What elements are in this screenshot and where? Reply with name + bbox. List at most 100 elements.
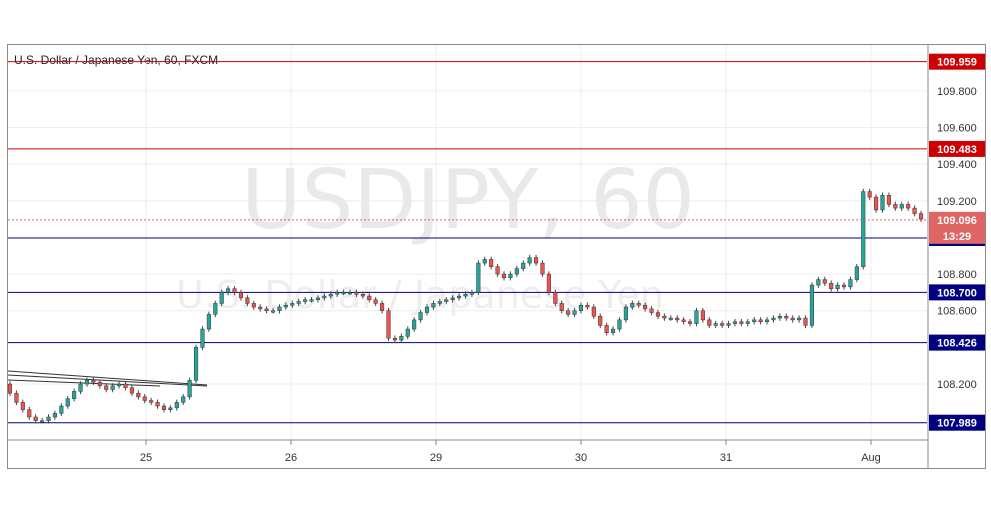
candle-body	[123, 383, 128, 388]
candle-body	[585, 304, 590, 308]
candle-body	[232, 288, 237, 293]
candle-body	[732, 321, 738, 324]
trend-lines	[7, 370, 208, 387]
candle-layer	[7, 188, 924, 424]
candle-body	[553, 292, 558, 304]
watermark-name: U.S. Dollar / Japanese Yen	[176, 273, 664, 317]
candle-body	[84, 380, 90, 385]
level-label: 108.426	[937, 338, 977, 350]
candle-body	[476, 262, 481, 293]
candle-body	[59, 405, 64, 414]
candle-body	[341, 292, 346, 295]
candle-body	[315, 297, 320, 300]
candle-body	[771, 317, 776, 321]
time-tick-label: 30	[575, 452, 587, 464]
candle-body	[213, 303, 218, 315]
candle-body	[91, 380, 96, 383]
candle-body	[662, 315, 667, 319]
candle-body	[136, 392, 141, 398]
candle-body	[707, 319, 712, 326]
level-label: 108.700	[937, 287, 977, 299]
candle-body	[457, 295, 462, 299]
price-labels: 109.959109.483108.997108.700108.426107.9…	[929, 53, 985, 431]
candle-body	[720, 323, 725, 326]
candle-body	[758, 319, 763, 322]
candle-body	[578, 304, 584, 311]
level-label: 109.959	[937, 57, 977, 69]
candle-body	[649, 308, 654, 313]
price-tick-label: 108.200	[937, 379, 977, 391]
candle-body	[630, 303, 635, 308]
candle-body	[181, 396, 186, 403]
candle-body	[258, 306, 263, 310]
candle-body	[33, 416, 38, 421]
candle-body	[777, 315, 782, 319]
candle-body	[893, 204, 898, 209]
candle-body	[874, 196, 879, 211]
candle-body	[444, 299, 449, 302]
candle-body	[110, 385, 115, 390]
candle-body	[296, 301, 301, 304]
candle-body	[559, 303, 564, 311]
candle-body	[829, 282, 834, 289]
candle-body	[918, 213, 924, 220]
candle-body	[405, 328, 410, 337]
candle-body	[347, 292, 353, 295]
candle-body	[803, 317, 808, 326]
trend-line	[7, 370, 208, 386]
candle-body	[399, 336, 404, 341]
candle-body	[508, 273, 513, 278]
candle-body	[598, 315, 603, 326]
candle-body	[431, 303, 436, 308]
candle-body	[534, 257, 539, 264]
level-label-box	[929, 140, 985, 157]
candle-body	[40, 420, 45, 423]
candle-body	[168, 407, 173, 410]
candle-body	[226, 288, 231, 293]
candle-body	[906, 204, 911, 209]
candle-body	[463, 293, 468, 297]
candle-body	[566, 310, 571, 315]
candle-body	[591, 306, 596, 317]
candle-body	[149, 400, 154, 403]
candle-body	[97, 381, 102, 387]
watermark-symbol: USDJPY, 60	[241, 153, 695, 248]
candle-body	[867, 191, 872, 198]
price-tick-label: 109.600	[937, 122, 977, 134]
time-axis: 25 26 29 30 31 Aug	[140, 440, 881, 464]
candle-body	[290, 303, 295, 306]
candle-body	[200, 328, 205, 348]
candle-body	[142, 396, 147, 401]
candle-body	[373, 299, 378, 304]
candle-body	[482, 259, 487, 264]
candle-body	[527, 257, 532, 264]
candle-body	[880, 195, 885, 211]
candle-body	[328, 293, 333, 297]
candle-body	[784, 315, 789, 319]
candle-body	[354, 292, 359, 295]
candle-body	[386, 310, 391, 339]
candle-body	[668, 317, 673, 320]
candle-body	[854, 266, 859, 280]
candle-body	[681, 319, 686, 322]
candle-body	[726, 323, 731, 326]
grid-layer	[8, 45, 927, 439]
time-tick-label: 29	[430, 452, 442, 464]
candle-body	[424, 306, 430, 313]
candle-body	[322, 295, 327, 299]
candle-body	[694, 310, 699, 324]
candle-body	[117, 383, 122, 387]
time-tick-label: 31	[720, 452, 732, 464]
candle-body	[206, 314, 211, 330]
candle-body	[912, 207, 917, 214]
candle-body	[418, 312, 423, 321]
candle-body	[797, 317, 802, 321]
candle-body	[687, 321, 693, 324]
candle-body	[745, 321, 750, 324]
candle-body	[65, 398, 70, 407]
price-axis: 109.800 109.600 109.400 109.200 108.800 108.6…	[937, 86, 977, 391]
candle-body	[899, 204, 904, 209]
candle-body	[655, 312, 661, 317]
candle-body	[514, 268, 519, 275]
